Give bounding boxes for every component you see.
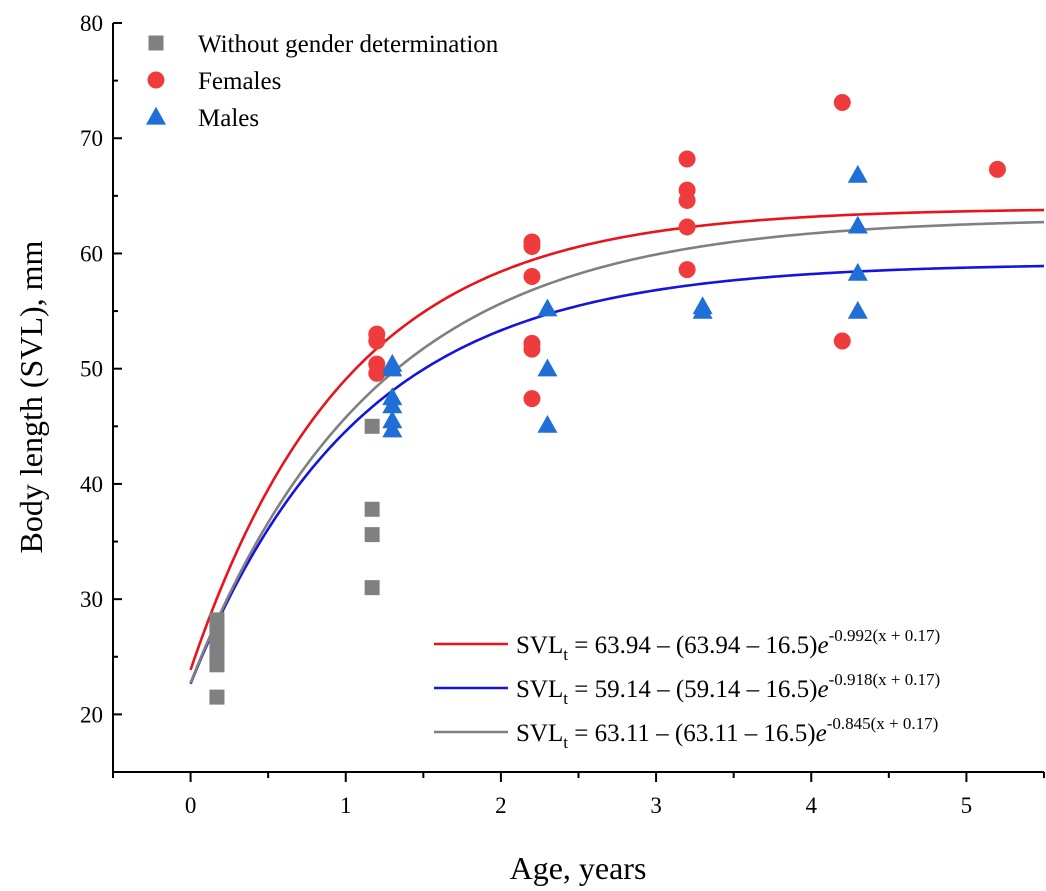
triangle-point bbox=[382, 410, 403, 429]
x-tick-label: 2 bbox=[495, 793, 507, 818]
triangle-point bbox=[847, 164, 868, 183]
triangle-point bbox=[847, 262, 868, 281]
circle-point bbox=[523, 340, 541, 358]
fit-curve-1 bbox=[189, 264, 1045, 685]
y-tick-label: 60 bbox=[80, 241, 103, 266]
square-point bbox=[364, 527, 380, 543]
circle-point bbox=[988, 160, 1006, 178]
formula-sub: t bbox=[563, 689, 568, 708]
triangle-point bbox=[382, 419, 403, 438]
legend-marker-square bbox=[148, 35, 164, 51]
legend-marker-triangle bbox=[146, 106, 166, 125]
fit-curve-2 bbox=[189, 220, 1045, 684]
data-points bbox=[209, 94, 1006, 705]
square-point bbox=[209, 657, 225, 673]
triangle-point bbox=[537, 414, 558, 433]
square-point bbox=[364, 580, 380, 596]
formula-prefix: SVL bbox=[516, 632, 563, 659]
y-tick-label: 20 bbox=[80, 702, 103, 727]
circle-point bbox=[678, 150, 696, 168]
square-point bbox=[364, 501, 380, 517]
formula-e: e bbox=[817, 676, 828, 703]
triangle-point bbox=[537, 298, 558, 317]
triangle-point bbox=[537, 358, 558, 377]
formula-exp: -0.845(x + 0.17) bbox=[827, 714, 939, 733]
circle-point bbox=[678, 261, 696, 279]
formula-main: = 63.11 – (63.11 – 16.5) bbox=[568, 720, 816, 747]
formula-prefix: SVL bbox=[516, 676, 563, 703]
formula-main: = 59.14 – (59.14 – 16.5) bbox=[568, 676, 818, 703]
legend: Without gender determination Females Males bbox=[146, 31, 499, 132]
x-tick-label: 5 bbox=[961, 793, 973, 818]
circle-point bbox=[678, 191, 696, 209]
legend-label: Females bbox=[198, 68, 281, 95]
square-point bbox=[364, 418, 380, 434]
circle-point bbox=[368, 364, 386, 382]
formula-legend: SVLt = 63.94 – (63.94 – 16.5)e-0.992(x +… bbox=[434, 626, 940, 752]
square-point bbox=[209, 643, 225, 659]
formula-label: SVLt = 59.14 – (59.14 – 16.5)e-0.918(x +… bbox=[516, 670, 940, 708]
circle-point bbox=[678, 218, 696, 236]
x-tick-label: 4 bbox=[806, 793, 818, 818]
square-point bbox=[209, 689, 225, 705]
x-axis-title: Age, years bbox=[510, 850, 647, 886]
circle-point bbox=[833, 94, 851, 112]
x-tick-label: 3 bbox=[650, 793, 662, 818]
formula-label: SVLt = 63.11 – (63.11 – 16.5)e-0.845(x +… bbox=[516, 714, 938, 752]
circle-point bbox=[523, 268, 541, 286]
y-tick-label: 40 bbox=[80, 472, 103, 497]
y-tick-label: 80 bbox=[80, 11, 103, 36]
circle-point bbox=[523, 238, 541, 256]
formula-sub: t bbox=[563, 645, 568, 664]
formula-e: e bbox=[816, 720, 827, 747]
axes: 20 30 40 50 60 70 80 0 1 2 3 4 5 Age, years Body le… bbox=[13, 11, 1045, 886]
formula-label: SVLt = 63.94 – (63.94 – 16.5)e-0.992(x +… bbox=[516, 626, 940, 664]
legend-label: Males bbox=[198, 105, 259, 132]
triangle-point bbox=[382, 395, 403, 414]
legend-label: Without gender determination bbox=[198, 31, 499, 58]
x-tick-label: 1 bbox=[340, 793, 352, 818]
formula-exp: -0.918(x + 0.17) bbox=[829, 670, 941, 689]
y-axis-title: Body length (SVL), mm bbox=[13, 240, 49, 553]
y-tick-label: 50 bbox=[80, 357, 103, 382]
triangle-point bbox=[847, 215, 868, 234]
fit-curves bbox=[189, 208, 1045, 685]
triangle-point bbox=[382, 358, 403, 377]
triangle-point bbox=[847, 300, 868, 319]
fit-curve-0 bbox=[189, 208, 1045, 671]
circle-point bbox=[368, 332, 386, 350]
x-ticks: 0 1 2 3 4 5 bbox=[112, 772, 1045, 818]
y-tick-label: 70 bbox=[80, 126, 103, 151]
formula-sub: t bbox=[563, 733, 568, 752]
legend-marker-circle bbox=[147, 71, 165, 89]
formula-main: = 63.94 – (63.94 – 16.5) bbox=[568, 632, 818, 659]
formula-prefix: SVL bbox=[516, 720, 563, 747]
x-tick-label: 0 bbox=[185, 793, 197, 818]
formula-exp: -0.992(x + 0.17) bbox=[829, 626, 941, 645]
y-ticks: 20 30 40 50 60 70 80 bbox=[80, 11, 122, 727]
y-tick-label: 30 bbox=[80, 587, 103, 612]
circle-point bbox=[523, 390, 541, 408]
triangle-point bbox=[692, 300, 713, 319]
circle-point bbox=[833, 332, 851, 350]
formula-e: e bbox=[817, 632, 828, 659]
